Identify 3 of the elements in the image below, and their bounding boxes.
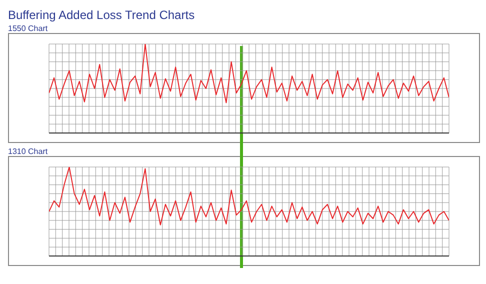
chart-title: Buffering Added Loss Trend Charts bbox=[8, 8, 196, 22]
chart-title: 1310 Chart bbox=[8, 147, 49, 156]
chart-subtitle: 1550 Chart bbox=[8, 24, 49, 33]
